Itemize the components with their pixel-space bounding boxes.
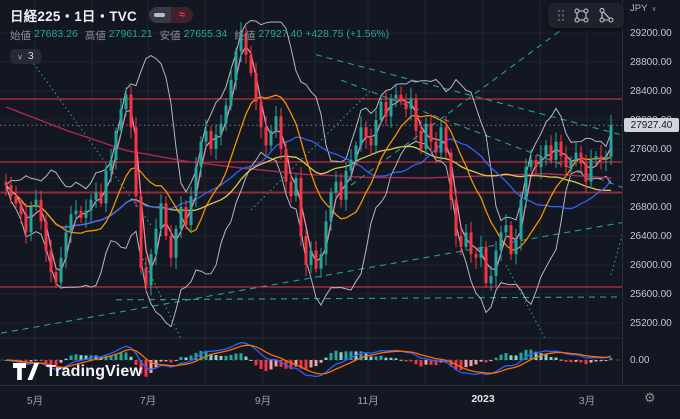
time-axis-label: 7月 xyxy=(139,395,157,407)
price-axis-label: 26400.00 xyxy=(630,231,672,242)
price-axis-label: 26000.00 xyxy=(630,260,672,271)
price-axis-label: 28400.00 xyxy=(630,86,672,97)
price-axis-label: 27200.00 xyxy=(630,173,672,184)
price-axis-label: 25600.00 xyxy=(630,289,672,300)
high-label: 高値 xyxy=(84,30,106,42)
logo-text: TradingView xyxy=(46,362,143,380)
polygon-tool-icon xyxy=(574,8,589,23)
tradingview-logo-icon xyxy=(13,363,39,380)
time-axis-label: 5月 xyxy=(26,395,44,407)
settings-gear-icon[interactable]: ⚙ xyxy=(644,390,656,405)
legend-collapse-button[interactable] xyxy=(148,7,171,23)
high-value: 27961.21 xyxy=(108,28,153,40)
time-axis-label: 3月 xyxy=(578,395,596,407)
change-value: +428.75 (+1.56%) xyxy=(305,28,390,40)
price-axis-label: 27600.00 xyxy=(630,144,672,155)
currency-label: JPY xyxy=(630,3,648,14)
price-axis-label: 28800.00 xyxy=(630,57,672,68)
macd-zero-label: 0.00 xyxy=(630,355,650,366)
triangle-tool-button[interactable] xyxy=(598,7,615,24)
price-axis-label: 29200.00 xyxy=(630,28,672,39)
price-axis-label: 25200.00 xyxy=(630,318,672,329)
wave-icon: ≈ xyxy=(178,8,185,21)
time-axis-label: 9月 xyxy=(254,395,272,407)
chevron-down-icon: ∨ xyxy=(17,52,23,61)
indicator-count: 3 xyxy=(27,50,34,62)
stream-status-button[interactable]: ≈ xyxy=(170,7,193,23)
drawing-toolbar xyxy=(548,3,624,28)
legend: 日経225・1日・TVC ≈ 始値 27683.26 高値 27961.21 安… xyxy=(10,5,389,64)
time-axis-label: 11月 xyxy=(357,395,379,407)
time-axis-label: 2023 xyxy=(471,393,495,405)
triangle-tool-icon xyxy=(599,8,614,23)
ohlc-row: 始値 27683.26 高値 27961.21 安値 27655.34 終値 2… xyxy=(10,28,389,43)
low-label: 安値 xyxy=(159,30,181,42)
price-axis[interactable]: JPY ∨ 29200.0028800.0028400.0028000.0027… xyxy=(622,0,680,385)
chevron-down-icon: ∨ xyxy=(651,5,657,13)
symbol-title[interactable]: 日経225・1日・TVC xyxy=(10,9,137,24)
legend-quick-buttons: ≈ xyxy=(148,7,193,23)
time-axis[interactable]: 5月 7月 9月 11月 2023 3月 ⚙ xyxy=(0,385,680,419)
price-axis-label: 26800.00 xyxy=(630,202,672,213)
drag-dots-icon xyxy=(557,9,565,22)
currency-selector[interactable]: JPY ∨ xyxy=(630,3,657,14)
indicators-toggle[interactable]: ∨ 3 xyxy=(10,49,41,64)
open-value: 27683.26 xyxy=(34,28,78,40)
toolbar-drag-handle[interactable] xyxy=(557,8,565,23)
current-price-label: 27927.40 xyxy=(624,118,679,133)
tradingview-logo[interactable]: TradingView xyxy=(12,362,142,381)
close-value: 27927.40 xyxy=(258,28,303,40)
low-value: 27655.34 xyxy=(183,28,228,40)
minus-icon xyxy=(154,13,166,17)
polygon-tool-button[interactable] xyxy=(573,7,590,24)
open-label: 始値 xyxy=(10,30,31,42)
close-label: 終値 xyxy=(234,30,256,42)
